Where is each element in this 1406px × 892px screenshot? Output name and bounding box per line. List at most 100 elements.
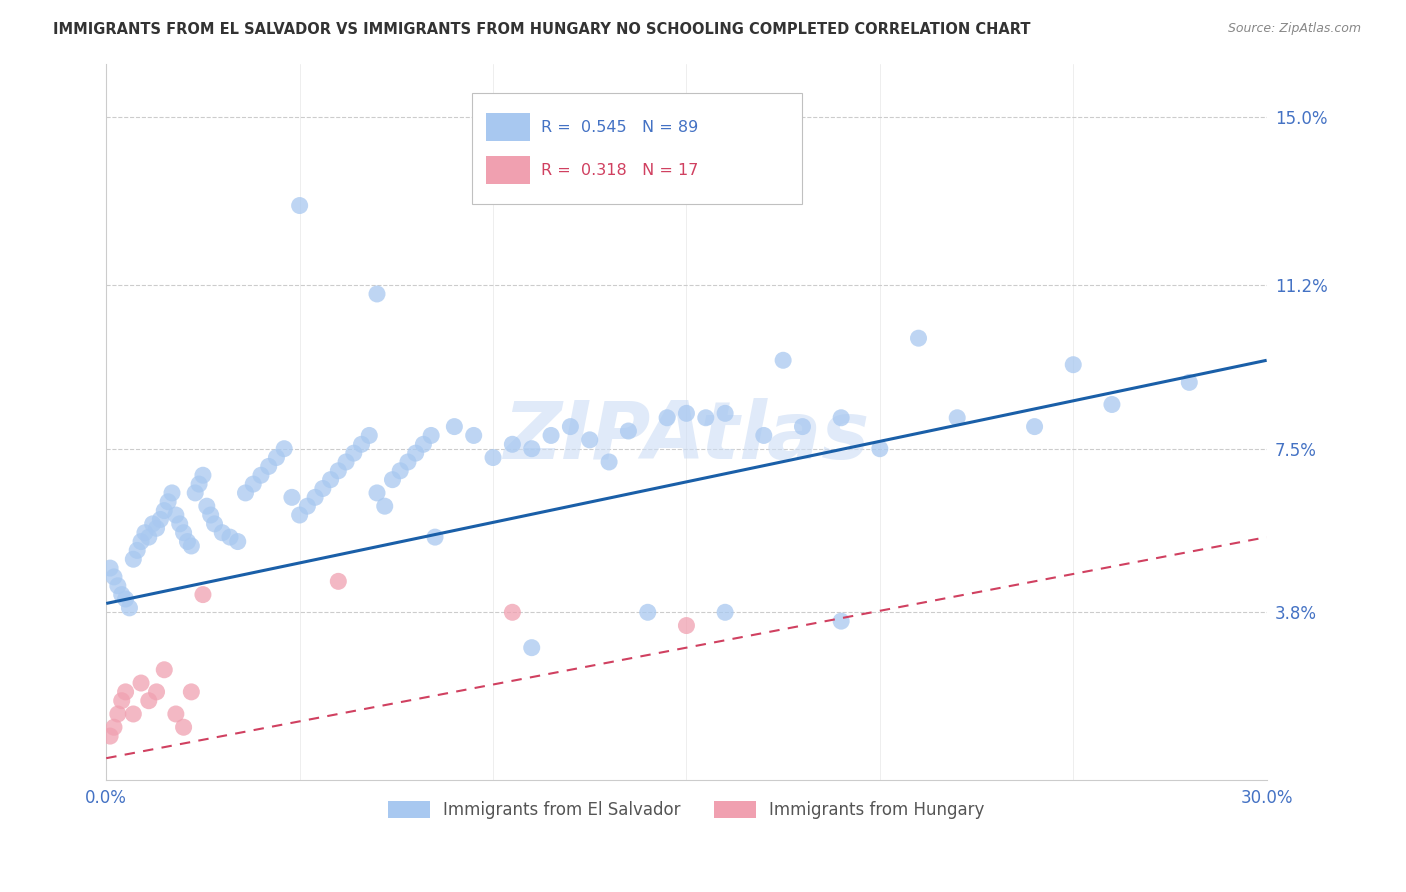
Point — [118, 600, 141, 615]
Point — [200, 508, 222, 522]
Point — [714, 605, 737, 619]
Point — [204, 516, 226, 531]
Point — [191, 588, 214, 602]
Point — [114, 592, 136, 607]
Point — [637, 605, 659, 619]
Point — [111, 694, 134, 708]
Point — [235, 486, 257, 500]
Point — [1178, 376, 1201, 390]
Point — [288, 198, 311, 212]
Point — [165, 508, 187, 522]
Point — [180, 539, 202, 553]
Point — [752, 428, 775, 442]
Point — [343, 446, 366, 460]
Point — [328, 574, 350, 589]
Point — [598, 455, 620, 469]
Point — [869, 442, 891, 456]
Text: R =  0.318   N = 17: R = 0.318 N = 17 — [541, 162, 699, 178]
FancyBboxPatch shape — [485, 156, 530, 184]
Point — [188, 477, 211, 491]
Point — [695, 410, 717, 425]
Point — [501, 605, 523, 619]
Point — [98, 729, 121, 743]
Point — [540, 428, 562, 442]
Point — [107, 579, 129, 593]
Point — [578, 433, 600, 447]
Point — [374, 499, 396, 513]
Point — [107, 706, 129, 721]
Point — [145, 521, 167, 535]
Point — [319, 473, 342, 487]
Point — [946, 410, 969, 425]
Point — [127, 543, 149, 558]
Point — [226, 534, 249, 549]
Point — [149, 512, 172, 526]
Point — [180, 685, 202, 699]
Point — [335, 455, 357, 469]
Point — [114, 685, 136, 699]
Point — [145, 685, 167, 699]
Point — [184, 486, 207, 500]
Point — [219, 530, 242, 544]
Point — [211, 525, 233, 540]
Point — [396, 455, 419, 469]
Point — [420, 428, 443, 442]
Point — [423, 530, 446, 544]
Point — [165, 706, 187, 721]
Text: IMMIGRANTS FROM EL SALVADOR VS IMMIGRANTS FROM HUNGARY NO SCHOOLING COMPLETED CO: IMMIGRANTS FROM EL SALVADOR VS IMMIGRANT… — [53, 22, 1031, 37]
Point — [366, 486, 388, 500]
Point — [312, 482, 335, 496]
Point — [242, 477, 264, 491]
Point — [412, 437, 434, 451]
Point — [560, 419, 582, 434]
Point — [129, 676, 152, 690]
Point — [169, 516, 191, 531]
Point — [191, 468, 214, 483]
Point — [153, 663, 176, 677]
Point — [103, 570, 125, 584]
Point — [520, 442, 543, 456]
Point — [520, 640, 543, 655]
Point — [173, 525, 195, 540]
Point — [359, 428, 381, 442]
Point — [772, 353, 794, 368]
Point — [273, 442, 295, 456]
Point — [153, 503, 176, 517]
Point — [138, 530, 160, 544]
Point — [111, 588, 134, 602]
Point — [350, 437, 373, 451]
Point — [250, 468, 273, 483]
Point — [142, 516, 165, 531]
Point — [1062, 358, 1084, 372]
Point — [281, 491, 304, 505]
Point — [830, 614, 852, 628]
Point — [366, 287, 388, 301]
Point — [1101, 397, 1123, 411]
Point — [389, 464, 412, 478]
Point — [328, 464, 350, 478]
Point — [675, 406, 697, 420]
Point — [157, 495, 180, 509]
Point — [195, 499, 218, 513]
Text: ZIPAtlas: ZIPAtlas — [503, 398, 869, 475]
Point — [675, 618, 697, 632]
Point — [176, 534, 198, 549]
Point — [297, 499, 319, 513]
Point — [266, 450, 288, 465]
Point — [405, 446, 427, 460]
Point — [138, 694, 160, 708]
Point — [134, 525, 156, 540]
Point — [122, 552, 145, 566]
Point — [122, 706, 145, 721]
Legend: Immigrants from El Salvador, Immigrants from Hungary: Immigrants from El Salvador, Immigrants … — [381, 794, 991, 826]
Point — [129, 534, 152, 549]
Point — [160, 486, 183, 500]
Text: R =  0.545   N = 89: R = 0.545 N = 89 — [541, 120, 699, 135]
Point — [463, 428, 485, 442]
Point — [830, 410, 852, 425]
Point — [714, 406, 737, 420]
Text: Source: ZipAtlas.com: Source: ZipAtlas.com — [1227, 22, 1361, 36]
Point — [907, 331, 929, 345]
Point — [98, 561, 121, 575]
Point — [1024, 419, 1046, 434]
